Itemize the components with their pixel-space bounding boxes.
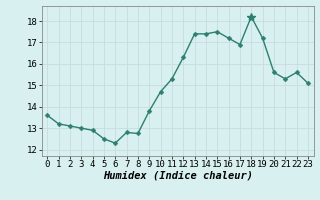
X-axis label: Humidex (Indice chaleur): Humidex (Indice chaleur) [103, 171, 252, 181]
